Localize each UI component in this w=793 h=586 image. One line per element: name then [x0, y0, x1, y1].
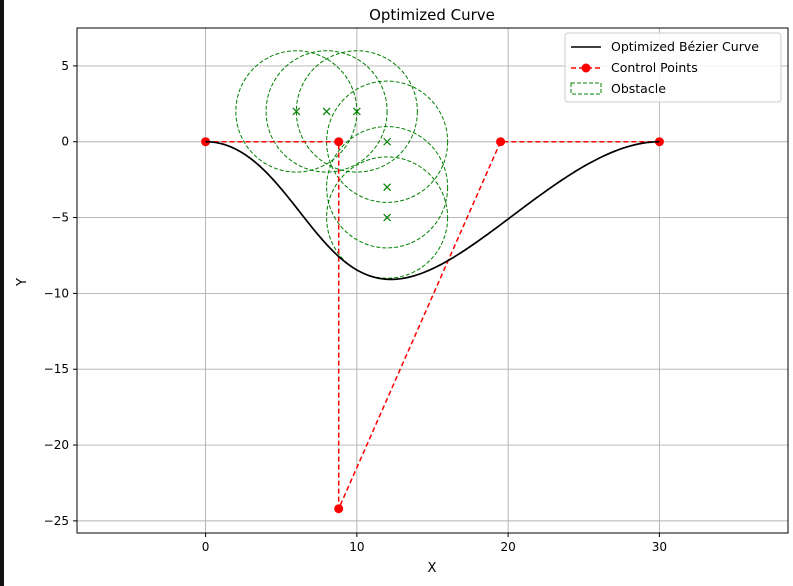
window-edge	[0, 0, 4, 586]
control-point-marker	[334, 137, 344, 147]
control-polygon-layer	[201, 137, 664, 514]
grid	[77, 28, 788, 533]
obstacle-center-marker	[292, 107, 301, 116]
control-point-marker	[334, 504, 344, 514]
obstacle-circle	[326, 156, 449, 279]
legend-control-marker	[581, 63, 591, 73]
obstacle-center-marker	[383, 137, 392, 146]
bezier-curve-line	[205, 140, 660, 281]
control-polygon-line	[205, 140, 660, 510]
control-point-marker	[201, 137, 211, 147]
y-tick-label: 5	[61, 59, 69, 73]
y-axis-title: Y	[15, 278, 30, 287]
y-tick-label: −15	[44, 362, 69, 376]
obstacle-circle	[326, 126, 449, 249]
obstacle-center-marker	[383, 213, 392, 222]
x-tick-label: 0	[202, 540, 210, 554]
y-tick-label: −10	[44, 286, 69, 300]
obstacle-center-marker	[322, 107, 331, 116]
legend-label-control: Control Points	[611, 60, 698, 75]
y-tick-label: −20	[44, 438, 69, 452]
axis-ticks: 0 10 20 30 5 0 −5 −10 −15 −20 −25	[44, 59, 667, 554]
legend-label-obstacle: Obstacle	[611, 81, 666, 96]
legend-label-curve: Optimized Bézier Curve	[611, 39, 759, 54]
y-tick-label: −5	[51, 211, 69, 225]
control-point-marker	[654, 137, 664, 147]
legend-box	[564, 32, 782, 103]
obstacle-center-marker	[352, 107, 361, 116]
plot-frame	[76, 27, 789, 534]
obstacle-center-marker	[383, 183, 392, 192]
x-tick-label: 20	[500, 540, 515, 554]
y-tick-label: 0	[61, 135, 69, 149]
x-axis-title: X	[428, 561, 437, 576]
x-tick-label: 10	[349, 540, 364, 554]
obstacle-layer	[235, 50, 449, 279]
plot-area	[201, 50, 664, 514]
y-tick-label: −25	[44, 514, 69, 528]
control-point-marker	[496, 137, 506, 147]
obstacle-circle	[326, 80, 449, 203]
obstacle-circle	[265, 50, 388, 173]
obstacle-circle	[295, 50, 418, 173]
x-tick-label: 30	[652, 540, 667, 554]
curve-layer	[205, 140, 660, 281]
legend-obstacle-swatch	[570, 82, 602, 95]
chart-title: Optimized Curve	[369, 6, 495, 24]
legend: Optimized Bézier Curve Control Points Ob…	[564, 32, 782, 103]
